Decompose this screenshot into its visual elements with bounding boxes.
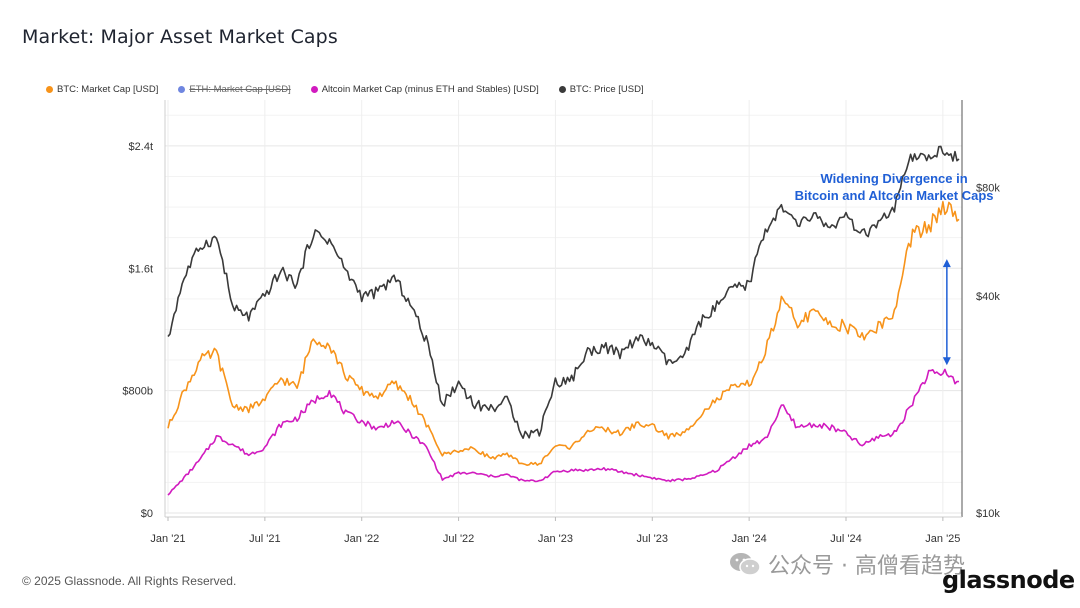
- y-right-tick-label: $40k: [976, 291, 1000, 303]
- copyright-footer: © 2025 Glassnode. All Rights Reserved.: [22, 574, 237, 588]
- divergence-arrow-head-down: [942, 357, 951, 366]
- x-tick-label: Jan '24: [732, 533, 767, 545]
- legend: BTC: Market Cap [USD] ETH: Market Cap [U…: [46, 84, 644, 95]
- legend-label-btc-price: BTC: Price [USD]: [569, 84, 644, 95]
- annotation: Widening Divergence in Bitcoin and Altcoi…: [795, 171, 994, 366]
- legend-dot-btc-market-cap: [46, 86, 53, 93]
- x-tick-label: Jul '22: [443, 533, 474, 545]
- wechat-icon: [730, 553, 761, 576]
- legend-dot-altcoin-market-cap: [310, 86, 318, 93]
- chart-plot[interactable]: $0 $800b $1.6t $2.4t $10k $40k $80k Jan '21 Ju…: [0, 0, 1080, 560]
- x-tick-label: Jul '21: [249, 533, 280, 545]
- series-lines: [167, 145, 960, 496]
- watermark-text: 公众号 · 高僧看趋势: [768, 554, 965, 579]
- y-left-tick-label: $2.4t: [129, 141, 153, 153]
- legend-label-btc-market-cap: BTC: Market Cap [USD]: [57, 84, 159, 95]
- annotation-text-line: Bitcoin and Altcoin Market Caps: [795, 188, 994, 203]
- y-left-tick-label: $800b: [122, 386, 153, 398]
- glassnode-logo: glassnode: [942, 566, 1075, 594]
- legend-item-eth-market-cap[interactable]: ETH: Market Cap [USD]: [178, 84, 291, 95]
- x-tick-label: Jan '25: [925, 533, 960, 545]
- series-line-altcoin: [167, 368, 960, 496]
- x-tick-label: Jul '24: [830, 533, 861, 545]
- annotation-text-line: Widening Divergence in: [820, 171, 967, 186]
- legend-item-btc-market-cap[interactable]: BTC: Market Cap [USD]: [46, 84, 158, 95]
- legend-item-btc-price[interactable]: BTC: Price [USD]: [558, 84, 644, 95]
- legend-dot-eth-market-cap: [178, 86, 186, 93]
- y-left-tick-label: $0: [141, 508, 153, 520]
- legend-item-altcoin-market-cap[interactable]: Altcoin Market Cap (minus ETH and Stable…: [310, 84, 539, 95]
- x-axis: Jan '21 Jul '21 Jan '22 Jul '22 Jan '23 Jul '…: [150, 517, 960, 545]
- y-axis-left: $0 $800b $1.6t $2.4t: [122, 141, 153, 520]
- series-line-btc-mcap: [167, 201, 960, 466]
- x-tick-label: Jan '23: [538, 533, 573, 545]
- y-right-tick-label: $10k: [976, 508, 1000, 520]
- y-right-tick-label: $80k: [976, 183, 1000, 195]
- x-tick-label: Jan '21: [150, 533, 185, 545]
- chart-title: Market: Major Asset Market Caps: [22, 26, 338, 48]
- wechat-watermark: 公众号 · 高僧看趋势: [728, 548, 965, 580]
- x-tick-label: Jul '23: [637, 533, 668, 545]
- grid: [164, 100, 963, 518]
- legend-dot-btc-price: [558, 86, 566, 93]
- series-line-btc-price: [167, 145, 960, 439]
- y-left-tick-label: $1.6t: [129, 263, 153, 275]
- divergence-arrow-head-up: [942, 259, 951, 268]
- legend-label-eth-market-cap: ETH: Market Cap [USD]: [189, 84, 291, 95]
- y-axis-right: $10k $40k $80k: [976, 183, 1000, 520]
- legend-label-altcoin-market-cap: Altcoin Market Cap (minus ETH and Stable…: [321, 84, 539, 95]
- x-tick-label: Jan '22: [344, 533, 379, 545]
